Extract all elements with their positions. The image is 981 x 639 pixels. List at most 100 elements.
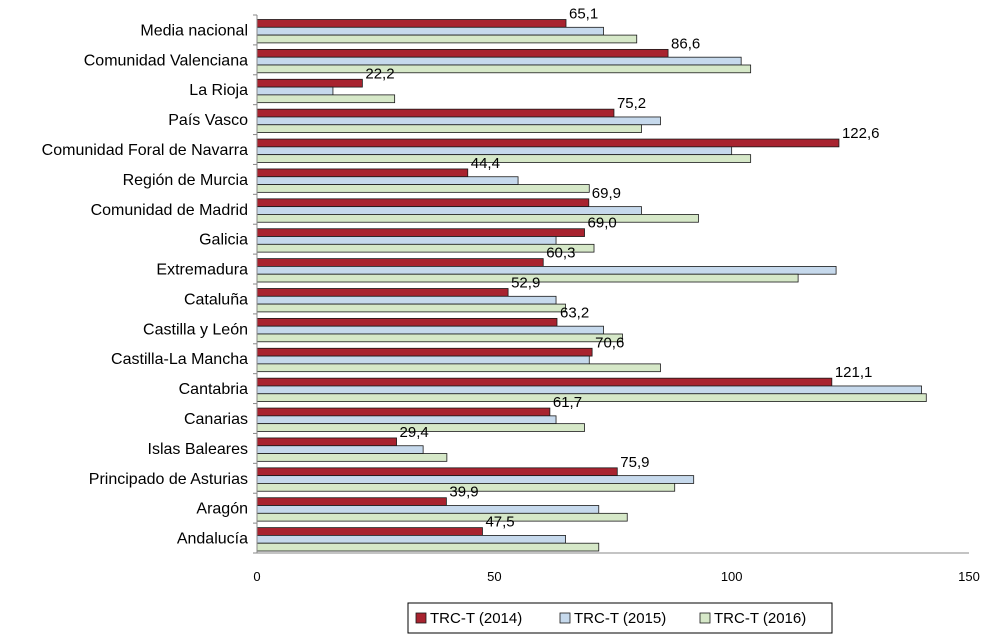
bar <box>256 154 752 163</box>
data-label: 70,6 <box>595 334 624 351</box>
bar <box>256 124 642 133</box>
category-label: País Vasco <box>168 112 248 129</box>
bar <box>256 317 558 327</box>
bar <box>256 206 642 215</box>
category-label: La Rioja <box>189 82 248 99</box>
data-label: 52,9 <box>511 275 540 292</box>
legend-label: TRC-T (2016) <box>714 610 806 627</box>
bar <box>256 535 566 544</box>
data-label: 69,9 <box>592 185 621 202</box>
bar <box>256 243 595 253</box>
category-label: Comunidad Valenciana <box>84 52 248 69</box>
data-label: 22,2 <box>365 65 394 82</box>
bar <box>256 512 628 522</box>
legend: TRC-T (2014) TRC-T (2015) TRC-T (2016) <box>407 602 833 634</box>
category-label: Región de Murcia <box>123 172 249 189</box>
bar <box>256 393 927 402</box>
x-tick-label: 50 <box>487 569 501 584</box>
bar <box>256 288 509 297</box>
data-label: 61,7 <box>553 394 582 411</box>
category-label: Castilla y León <box>143 321 248 338</box>
bar <box>256 527 483 536</box>
category-label: Principado de Asturias <box>89 471 248 488</box>
x-tick-label: 100 <box>721 569 743 584</box>
x-tick-labels-group: 0 50 100 150 <box>253 569 979 584</box>
bar <box>256 26 604 36</box>
bar <box>256 258 544 267</box>
data-label: 60,3 <box>546 245 575 262</box>
bar <box>256 445 424 454</box>
category-label: Islas Baleares <box>148 441 249 458</box>
bar <box>256 168 469 178</box>
data-label: 75,9 <box>620 454 649 471</box>
category-label: Cantabria <box>179 381 248 398</box>
bar <box>256 385 922 395</box>
bar <box>256 453 448 462</box>
bar <box>256 415 557 425</box>
bar <box>256 333 623 343</box>
category-label: Media nacional <box>140 22 248 39</box>
bar <box>256 116 661 126</box>
bar <box>256 505 600 514</box>
bar <box>256 94 396 104</box>
bar <box>256 295 557 305</box>
data-label: 63,2 <box>560 304 589 321</box>
data-label: 29,4 <box>400 424 429 441</box>
data-label: 69,0 <box>588 215 617 232</box>
bar <box>256 198 590 208</box>
data-labels-group: 65,1 86,6 22,2 75,2 122,6 44,4 69,9 69,0 60,3 52,… <box>365 6 879 531</box>
data-label: 122,6 <box>842 125 880 142</box>
legend-frame <box>407 602 833 634</box>
legend-label: TRC-T (2015) <box>574 610 666 627</box>
bar <box>256 86 334 96</box>
legend-swatch <box>559 612 571 624</box>
bar <box>256 407 551 417</box>
bar <box>256 146 733 156</box>
bar <box>256 56 742 66</box>
bar <box>256 363 661 373</box>
data-label: 65,1 <box>569 6 598 23</box>
data-label: 47,5 <box>485 514 514 531</box>
data-label: 39,9 <box>449 484 478 501</box>
bar <box>256 64 752 74</box>
bar <box>256 176 519 185</box>
data-label: 75,2 <box>617 95 646 112</box>
legend-label: TRC-T (2014) <box>430 610 522 627</box>
bar <box>256 138 840 148</box>
legend-swatch <box>415 612 427 624</box>
bar <box>256 347 593 357</box>
bar <box>256 475 695 484</box>
bar <box>256 184 590 193</box>
bar <box>256 497 447 506</box>
data-label: 121,1 <box>835 364 873 381</box>
x-tick-label: 0 <box>253 569 260 584</box>
category-label: Extremadura <box>156 262 248 279</box>
bar <box>256 377 833 387</box>
bar <box>256 78 363 88</box>
category-label: Andalucía <box>177 531 248 548</box>
category-label: Aragón <box>196 501 248 518</box>
bar <box>256 34 638 44</box>
category-label: Comunidad de Madrid <box>91 202 248 219</box>
bar <box>256 355 590 365</box>
bars-group <box>256 19 927 552</box>
bar <box>256 19 567 28</box>
category-label: Galicia <box>199 232 248 249</box>
bar <box>256 303 566 313</box>
category-label: Castilla-La Mancha <box>111 351 248 368</box>
bar <box>256 325 604 335</box>
category-labels-group: Media nacional Comunidad Valenciana La Rio… <box>42 22 248 547</box>
bar <box>256 467 618 477</box>
x-tick-label: 150 <box>958 569 980 584</box>
bar <box>256 236 557 245</box>
legend-swatch <box>699 612 711 624</box>
bar <box>256 542 600 552</box>
category-label: Canarias <box>184 411 248 428</box>
category-label: Cataluña <box>184 291 248 308</box>
bar <box>256 48 669 58</box>
bar <box>256 214 699 223</box>
category-label: Comunidad Foral de Navarra <box>42 142 248 159</box>
data-label: 44,4 <box>471 155 500 172</box>
